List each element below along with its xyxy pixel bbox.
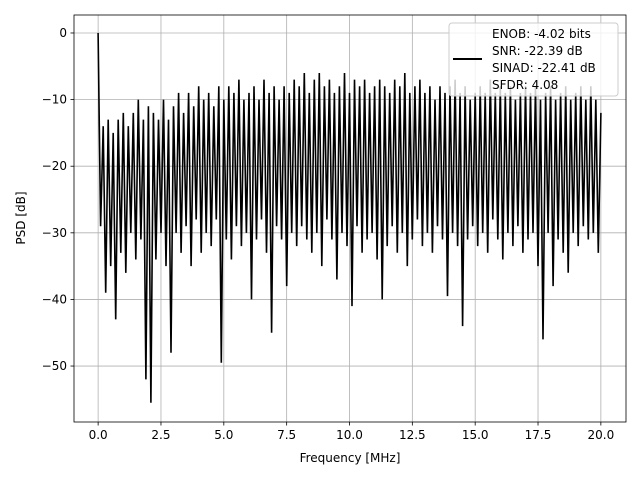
y-tick-label: −50 [42, 359, 67, 373]
x-tick-label: 5.0 [214, 428, 233, 442]
x-tick-label: 15.0 [462, 428, 489, 442]
legend-enob: ENOB: -4.02 bits [492, 27, 591, 41]
y-tick-label: 0 [59, 26, 67, 40]
legend-snr: SNR: -22.39 dB [492, 44, 583, 58]
y-tick-label: −10 [42, 93, 67, 107]
legend-sfdr: SFDR: 4.08 [492, 78, 558, 92]
x-axis-label: Frequency [MHz] [300, 451, 401, 465]
y-axis-label: PSD [dB] [14, 191, 28, 244]
psd-series-line [97, 32, 602, 403]
plot-frame [73, 14, 627, 423]
tick-layer: 0.0 2.5 5.0 7.5 10.0 12.5 15.0 17.5 20.0 0 −10 −20 −… [42, 26, 615, 442]
x-tick-label: 12.5 [399, 428, 426, 442]
y-tick-label: −20 [42, 159, 67, 173]
legend-box [448, 22, 619, 97]
x-tick-label: 2.5 [151, 428, 170, 442]
series-layer [97, 32, 602, 403]
legend: ENOB: -4.02 bits SNR: -22.39 dB SINAD: -… [448, 22, 619, 97]
legend-sinad: SINAD: -22.41 dB [492, 61, 596, 75]
x-tick-label: 0.0 [89, 428, 108, 442]
x-tick-label: 7.5 [277, 428, 296, 442]
x-tick-label: 20.0 [588, 428, 615, 442]
y-tick-label: −30 [42, 226, 67, 240]
y-tick-label: −40 [42, 292, 67, 306]
x-tick-label: 17.5 [525, 428, 552, 442]
x-tick-label: 10.0 [336, 428, 363, 442]
